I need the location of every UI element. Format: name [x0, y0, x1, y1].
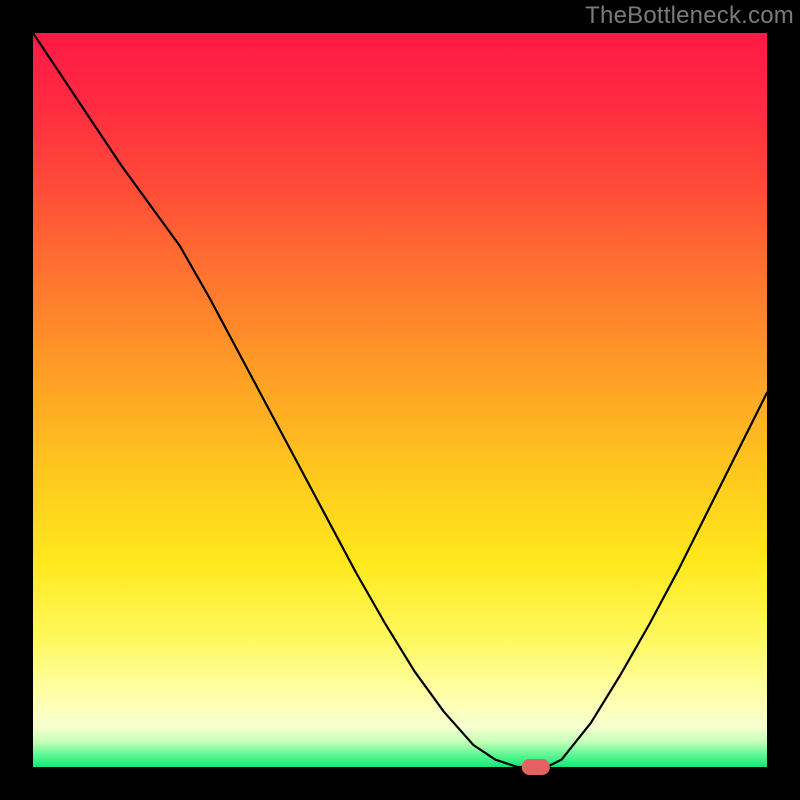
- chart-container: TheBottleneck.com: [0, 0, 800, 800]
- bottleneck-chart-svg: [0, 0, 800, 800]
- minimum-marker: [522, 760, 549, 775]
- plot-background: [33, 33, 767, 767]
- watermark-text: TheBottleneck.com: [585, 2, 794, 30]
